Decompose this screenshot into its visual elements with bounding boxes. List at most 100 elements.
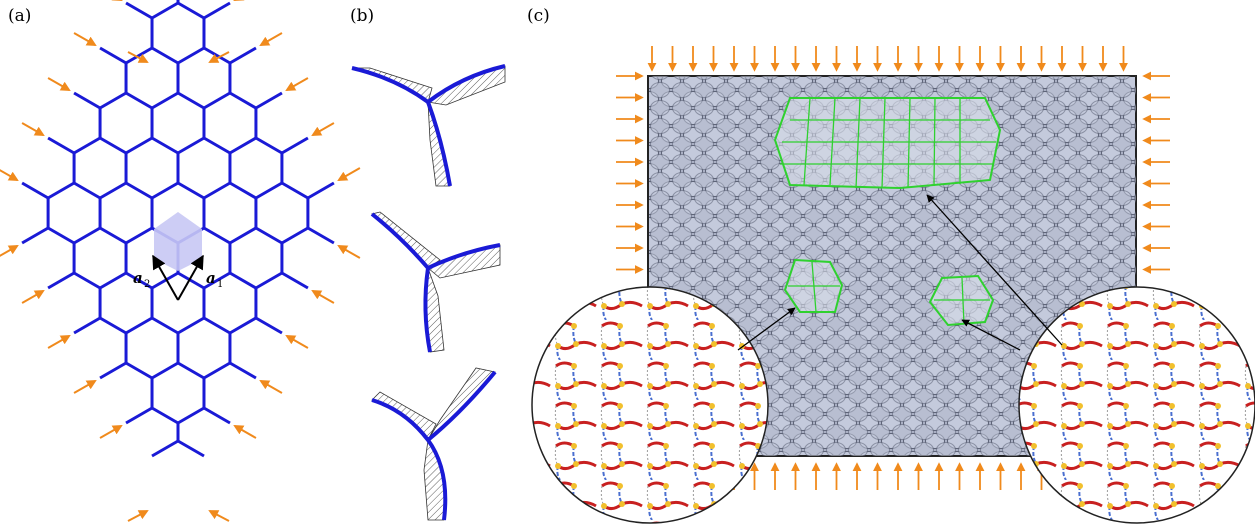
lattice-edge xyxy=(307,226,335,245)
lattice-edge xyxy=(151,91,179,110)
lattice-edge xyxy=(99,361,127,380)
lattice-edge xyxy=(177,181,205,200)
compression-arrow-icon xyxy=(337,245,361,259)
lattice-edge xyxy=(177,46,205,65)
lattice-edge xyxy=(177,361,205,380)
lattice-edge xyxy=(125,226,153,245)
lattice-edge xyxy=(47,181,75,200)
lattice-edge xyxy=(281,181,309,200)
zoom-circle-left xyxy=(531,286,769,524)
lattice-edge xyxy=(255,226,283,245)
pointer-arrow-right-small xyxy=(961,319,1021,351)
lattice-edge xyxy=(151,46,179,65)
lattice-edge xyxy=(229,226,257,245)
compression-arrow-icon xyxy=(208,51,230,63)
lattice-edge xyxy=(99,91,127,110)
lattice-edge xyxy=(177,406,205,425)
vector-a1-label: a xyxy=(206,269,216,287)
compression-arrow-icon xyxy=(285,335,309,349)
lattice-edge xyxy=(203,361,231,380)
panel-b-vertex-3 xyxy=(371,367,497,521)
panel-label-b: (b) xyxy=(350,6,375,26)
lattice-edge xyxy=(307,181,335,200)
lattice-edge xyxy=(99,136,127,155)
lattice-edge xyxy=(151,1,179,20)
panel-b-vertex-1 xyxy=(351,64,506,187)
lattice-edge xyxy=(177,91,205,110)
vector-a1-subscript: 1 xyxy=(217,279,223,290)
panel-a-lattice xyxy=(0,0,361,522)
lattice-edge xyxy=(203,316,231,335)
compression-arrow-icon xyxy=(0,169,19,181)
lattice-edge xyxy=(99,181,127,200)
lattice-edge xyxy=(125,46,153,65)
lattice-edge xyxy=(125,271,153,290)
lattice-edge xyxy=(203,406,231,425)
lattice-edge xyxy=(255,136,283,155)
lattice-edge xyxy=(73,271,101,290)
lattice-edge xyxy=(203,46,231,65)
lattice-edge xyxy=(229,271,257,290)
unit-cell-shading xyxy=(154,212,202,271)
lattice-edge xyxy=(177,136,205,155)
lattice-edge xyxy=(47,226,75,245)
lattice-edge xyxy=(203,226,231,245)
lattice-edge xyxy=(229,181,257,200)
compression-arrow-icon xyxy=(127,510,149,522)
lattice-edge xyxy=(99,271,127,290)
lattice-edge xyxy=(151,406,179,425)
lattice-edge xyxy=(73,91,101,110)
lattice-edge xyxy=(281,136,309,155)
lattice-edge xyxy=(177,271,205,290)
lattice-edge xyxy=(203,1,231,20)
lattice-edge xyxy=(99,226,127,245)
lattice-edge xyxy=(151,271,179,290)
lattice-vector-a1-arrow xyxy=(177,254,204,301)
lattice-edge xyxy=(229,316,257,335)
lattice-edge xyxy=(151,181,179,200)
lattice-edge xyxy=(125,136,153,155)
lattice-edge xyxy=(255,271,283,290)
compression-arrow-icon xyxy=(259,32,283,46)
lattice-edge xyxy=(47,136,75,155)
lattice-edge xyxy=(125,361,153,380)
lattice-edge xyxy=(99,46,127,65)
vector-a2-subscript: 2 xyxy=(144,279,150,290)
lattice-edge xyxy=(203,91,231,110)
compression-arrow-icon xyxy=(99,425,123,439)
lattice-edge xyxy=(255,316,283,335)
lattice-edge xyxy=(151,316,179,335)
panel-label-a: (a) xyxy=(8,6,32,26)
lattice-edge xyxy=(255,181,283,200)
lattice-edge xyxy=(73,226,101,245)
panel-label-c: (c) xyxy=(527,6,550,26)
compression-arrow-icon xyxy=(337,167,361,181)
compression-arrow-icon xyxy=(233,425,257,439)
lattice-edge xyxy=(281,226,309,245)
lattice-edge xyxy=(125,406,153,425)
lattice-edge xyxy=(203,181,231,200)
compression-arrow-icon xyxy=(285,77,309,91)
compression-arrow-icon xyxy=(127,51,149,63)
lattice-edge xyxy=(281,271,309,290)
lattice-edge xyxy=(255,91,283,110)
lattice-edge xyxy=(21,181,49,200)
lattice-edge xyxy=(73,181,101,200)
lattice-edge xyxy=(229,136,257,155)
lattice-edge xyxy=(203,271,231,290)
pointer-arrow-left xyxy=(737,307,796,351)
lattice-edge xyxy=(125,1,153,20)
lattice-edge xyxy=(177,439,205,458)
lattice-edge xyxy=(151,136,179,155)
lattice-edge xyxy=(125,316,153,335)
lattice-edge xyxy=(47,271,75,290)
lattice-edge xyxy=(21,226,49,245)
lattice-edge xyxy=(73,136,101,155)
lattice-edge xyxy=(229,46,257,65)
compression-arrow-icon xyxy=(21,290,45,304)
lattice-edge xyxy=(73,316,101,335)
compression-arrow-icon xyxy=(311,122,335,136)
panel-b-vertex-2 xyxy=(370,211,501,353)
vector-a2-label: a xyxy=(133,269,143,287)
